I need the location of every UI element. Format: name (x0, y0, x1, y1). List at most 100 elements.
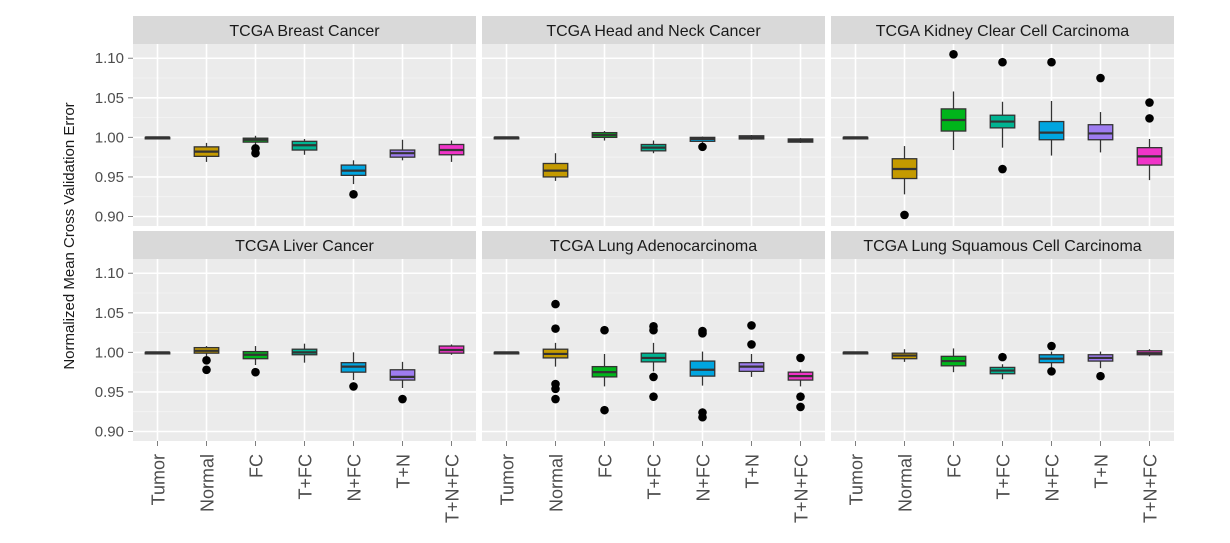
x-tick-label: FC (596, 454, 616, 478)
box-t-plus-n-plus-fc (438, 344, 465, 355)
facet-title: TCGA Lung Squamous Cell Carcinoma (863, 238, 1141, 255)
facet-title: TCGA Head and Neck Cancer (546, 23, 761, 40)
x-tick-label: T+N+FC (443, 454, 463, 523)
facet-strip (482, 231, 825, 259)
outlier-point (900, 210, 909, 220)
x-tick-label: T+N (394, 454, 414, 489)
facet-panel: TCGA Breast Cancer 0.90 0.95 1.00 1.05 1.10 (95, 16, 476, 226)
box-t-plus-n-plus-fc (438, 140, 465, 162)
box-t-plus-n (1087, 351, 1114, 381)
box-n-plus-fc (689, 136, 716, 152)
box-n-plus-fc (1038, 57, 1065, 156)
box-tumor (842, 351, 869, 355)
box-iqr (1087, 124, 1114, 141)
outlier-point (1047, 57, 1056, 67)
box-tumor (842, 136, 869, 140)
outlier-point (202, 355, 211, 365)
box-t-plus-n-plus-fc (787, 353, 814, 412)
outlier-point (998, 57, 1007, 67)
facet-panel: TCGA Lung Adenocarcinoma Tumor Normal FC T+F… (482, 231, 825, 523)
facet-strip (831, 16, 1174, 44)
box-normal (542, 299, 569, 404)
x-tick-label: Normal (198, 454, 218, 512)
box-n-plus-fc (689, 326, 716, 422)
outlier-point (600, 325, 609, 335)
y-tick-label: 1.05 (95, 90, 124, 107)
box-t-plus-n-plus-fc (1136, 349, 1163, 357)
outlier-point (349, 190, 358, 199)
outlier-point (551, 394, 560, 404)
box-t-plus-fc (291, 138, 318, 155)
box-fc (591, 325, 618, 415)
outlier-point (649, 392, 658, 401)
facet-title: TCGA Kidney Clear Cell Carcinoma (876, 23, 1130, 40)
facet-strip (482, 16, 825, 44)
box-t-plus-fc (291, 343, 318, 363)
outlier-point (998, 164, 1007, 174)
box-fc (591, 131, 618, 141)
outlier-point (551, 324, 560, 333)
outlier-point (1145, 98, 1154, 107)
box-t-plus-n (738, 135, 765, 140)
box-fc (242, 135, 269, 158)
facet-title: TCGA Lung Adenocarcinoma (550, 238, 757, 255)
box-t-plus-n (389, 361, 416, 404)
x-tick-label: T+FC (296, 454, 316, 500)
x-tick-label: N+FC (694, 454, 714, 502)
x-tick-label: Tumor (498, 454, 518, 505)
outlier-point (1096, 73, 1105, 83)
outlier-point (747, 340, 756, 349)
x-tick-label: N+FC (345, 454, 365, 502)
facet-panel: TCGA Head and Neck Cancer (482, 16, 825, 226)
outlier-point (1047, 341, 1056, 351)
y-tick-label: 0.90 (95, 209, 124, 226)
outlier-point (1047, 367, 1056, 376)
y-tick-label: 0.95 (95, 384, 124, 401)
facet-strip (831, 231, 1174, 259)
outlier-point (649, 325, 658, 335)
x-tick-label: T+N+FC (792, 454, 812, 523)
y-tick-label: 0.90 (95, 424, 124, 441)
y-tick-label: 1.00 (95, 344, 124, 361)
box-tumor (493, 136, 520, 140)
x-tick-label: FC (247, 454, 267, 478)
box-t-plus-n (738, 321, 765, 377)
y-tick-label: 1.10 (95, 265, 124, 282)
box-n-plus-fc (1038, 341, 1065, 376)
x-tick-label: Tumor (847, 454, 867, 505)
box-t-plus-n (389, 139, 416, 161)
y-tick-label: 0.95 (95, 169, 124, 186)
box-fc (940, 348, 967, 373)
x-tick-label: T+FC (645, 454, 665, 500)
x-tick-label: Tumor (149, 454, 169, 505)
outlier-point (796, 392, 805, 401)
outlier-point (649, 372, 658, 382)
outlier-point (251, 367, 260, 377)
outlier-point (949, 49, 958, 59)
outlier-point (698, 412, 707, 422)
outlier-point (202, 365, 211, 375)
y-tick-label: 1.05 (95, 305, 124, 322)
outlier-point (747, 321, 756, 330)
box-tumor (493, 351, 520, 355)
x-tick-label: N+FC (1043, 454, 1063, 502)
box-iqr (1038, 120, 1065, 141)
box-normal (891, 349, 918, 362)
box-t-plus-fc (640, 140, 667, 154)
box-fc (242, 346, 269, 377)
x-tick-label: Normal (547, 454, 567, 512)
box-n-plus-fc (340, 352, 367, 391)
outlier-point (796, 402, 805, 412)
outlier-point (698, 329, 707, 338)
box-normal (193, 142, 220, 162)
x-tick-label: T+FC (994, 454, 1014, 500)
facet-strip (133, 231, 476, 259)
box-t-plus-fc (989, 57, 1016, 174)
box-n-plus-fc (340, 160, 367, 199)
outlier-point (251, 148, 260, 158)
outlier-point (551, 299, 560, 309)
x-tick-label: Normal (896, 454, 916, 512)
outlier-point (998, 352, 1007, 362)
y-tick-label: 1.00 (95, 129, 124, 146)
